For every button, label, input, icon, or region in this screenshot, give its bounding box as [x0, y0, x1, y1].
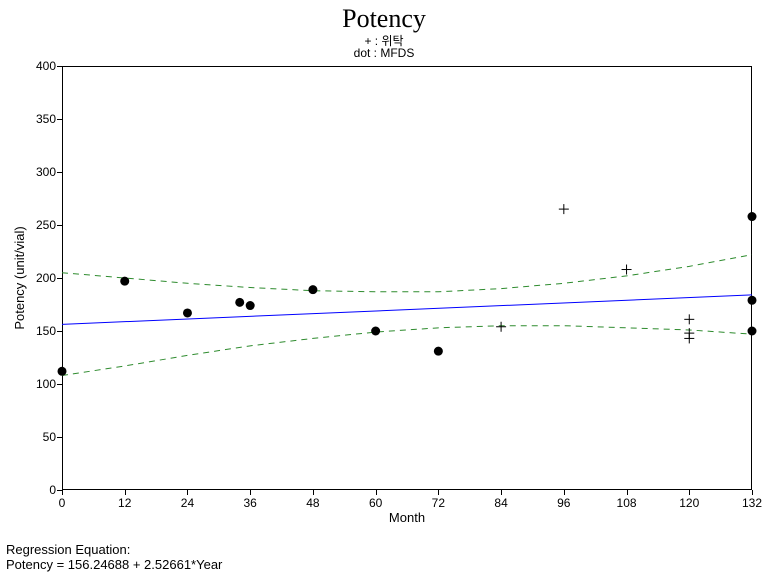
x-tick-mark	[501, 490, 502, 495]
x-tick-mark	[438, 490, 439, 495]
chart-title: Potency	[0, 4, 768, 34]
footer-line-1: Regression Equation:	[6, 542, 222, 557]
footer-line-2: Potency = 156.24688 + 2.52661*Year	[6, 557, 222, 572]
data-point-dot	[183, 308, 192, 317]
y-tick-mark	[57, 66, 62, 67]
data-point-plus	[684, 314, 694, 324]
x-tick-mark	[62, 490, 63, 495]
x-tick-mark	[752, 490, 753, 495]
y-tick-mark	[57, 384, 62, 385]
data-point-dot	[748, 327, 757, 336]
chart-container: Potency + : 위탁 dot : MFDS Potency (unit/…	[0, 0, 768, 576]
x-axis-label: Month	[62, 510, 752, 525]
x-tick-mark	[689, 490, 690, 495]
plot-area: 0501001502002503003504000122436486072849…	[62, 66, 752, 490]
x-tick-mark	[187, 490, 188, 495]
data-point-dot	[120, 277, 129, 286]
x-tick-mark	[313, 490, 314, 495]
y-tick-mark	[57, 225, 62, 226]
data-point-dot	[434, 347, 443, 356]
data-point-plus	[622, 265, 632, 275]
plot-svg	[62, 66, 752, 490]
data-point-dot	[58, 367, 67, 376]
regression-footer: Regression Equation: Potency = 156.24688…	[6, 542, 222, 572]
legend-line-2: dot : MFDS	[0, 46, 768, 60]
data-point-dot	[748, 212, 757, 221]
x-tick-mark	[627, 490, 628, 495]
data-point-dot	[371, 327, 380, 336]
regression-line	[62, 295, 752, 324]
data-point-dot	[308, 285, 317, 294]
data-point-dot	[235, 298, 244, 307]
data-point-plus	[559, 204, 569, 214]
y-tick-mark	[57, 331, 62, 332]
confidence-lower	[62, 326, 752, 376]
y-tick-mark	[57, 278, 62, 279]
data-point-plus	[496, 322, 506, 332]
data-point-dot	[246, 301, 255, 310]
x-tick-mark	[250, 490, 251, 495]
x-tick-mark	[564, 490, 565, 495]
data-point-plus	[684, 333, 694, 343]
y-tick-mark	[57, 437, 62, 438]
y-tick-mark	[57, 172, 62, 173]
data-point-dot	[748, 296, 757, 305]
y-tick-mark	[57, 119, 62, 120]
confidence-upper	[62, 255, 752, 292]
x-tick-mark	[376, 490, 377, 495]
x-tick-mark	[125, 490, 126, 495]
